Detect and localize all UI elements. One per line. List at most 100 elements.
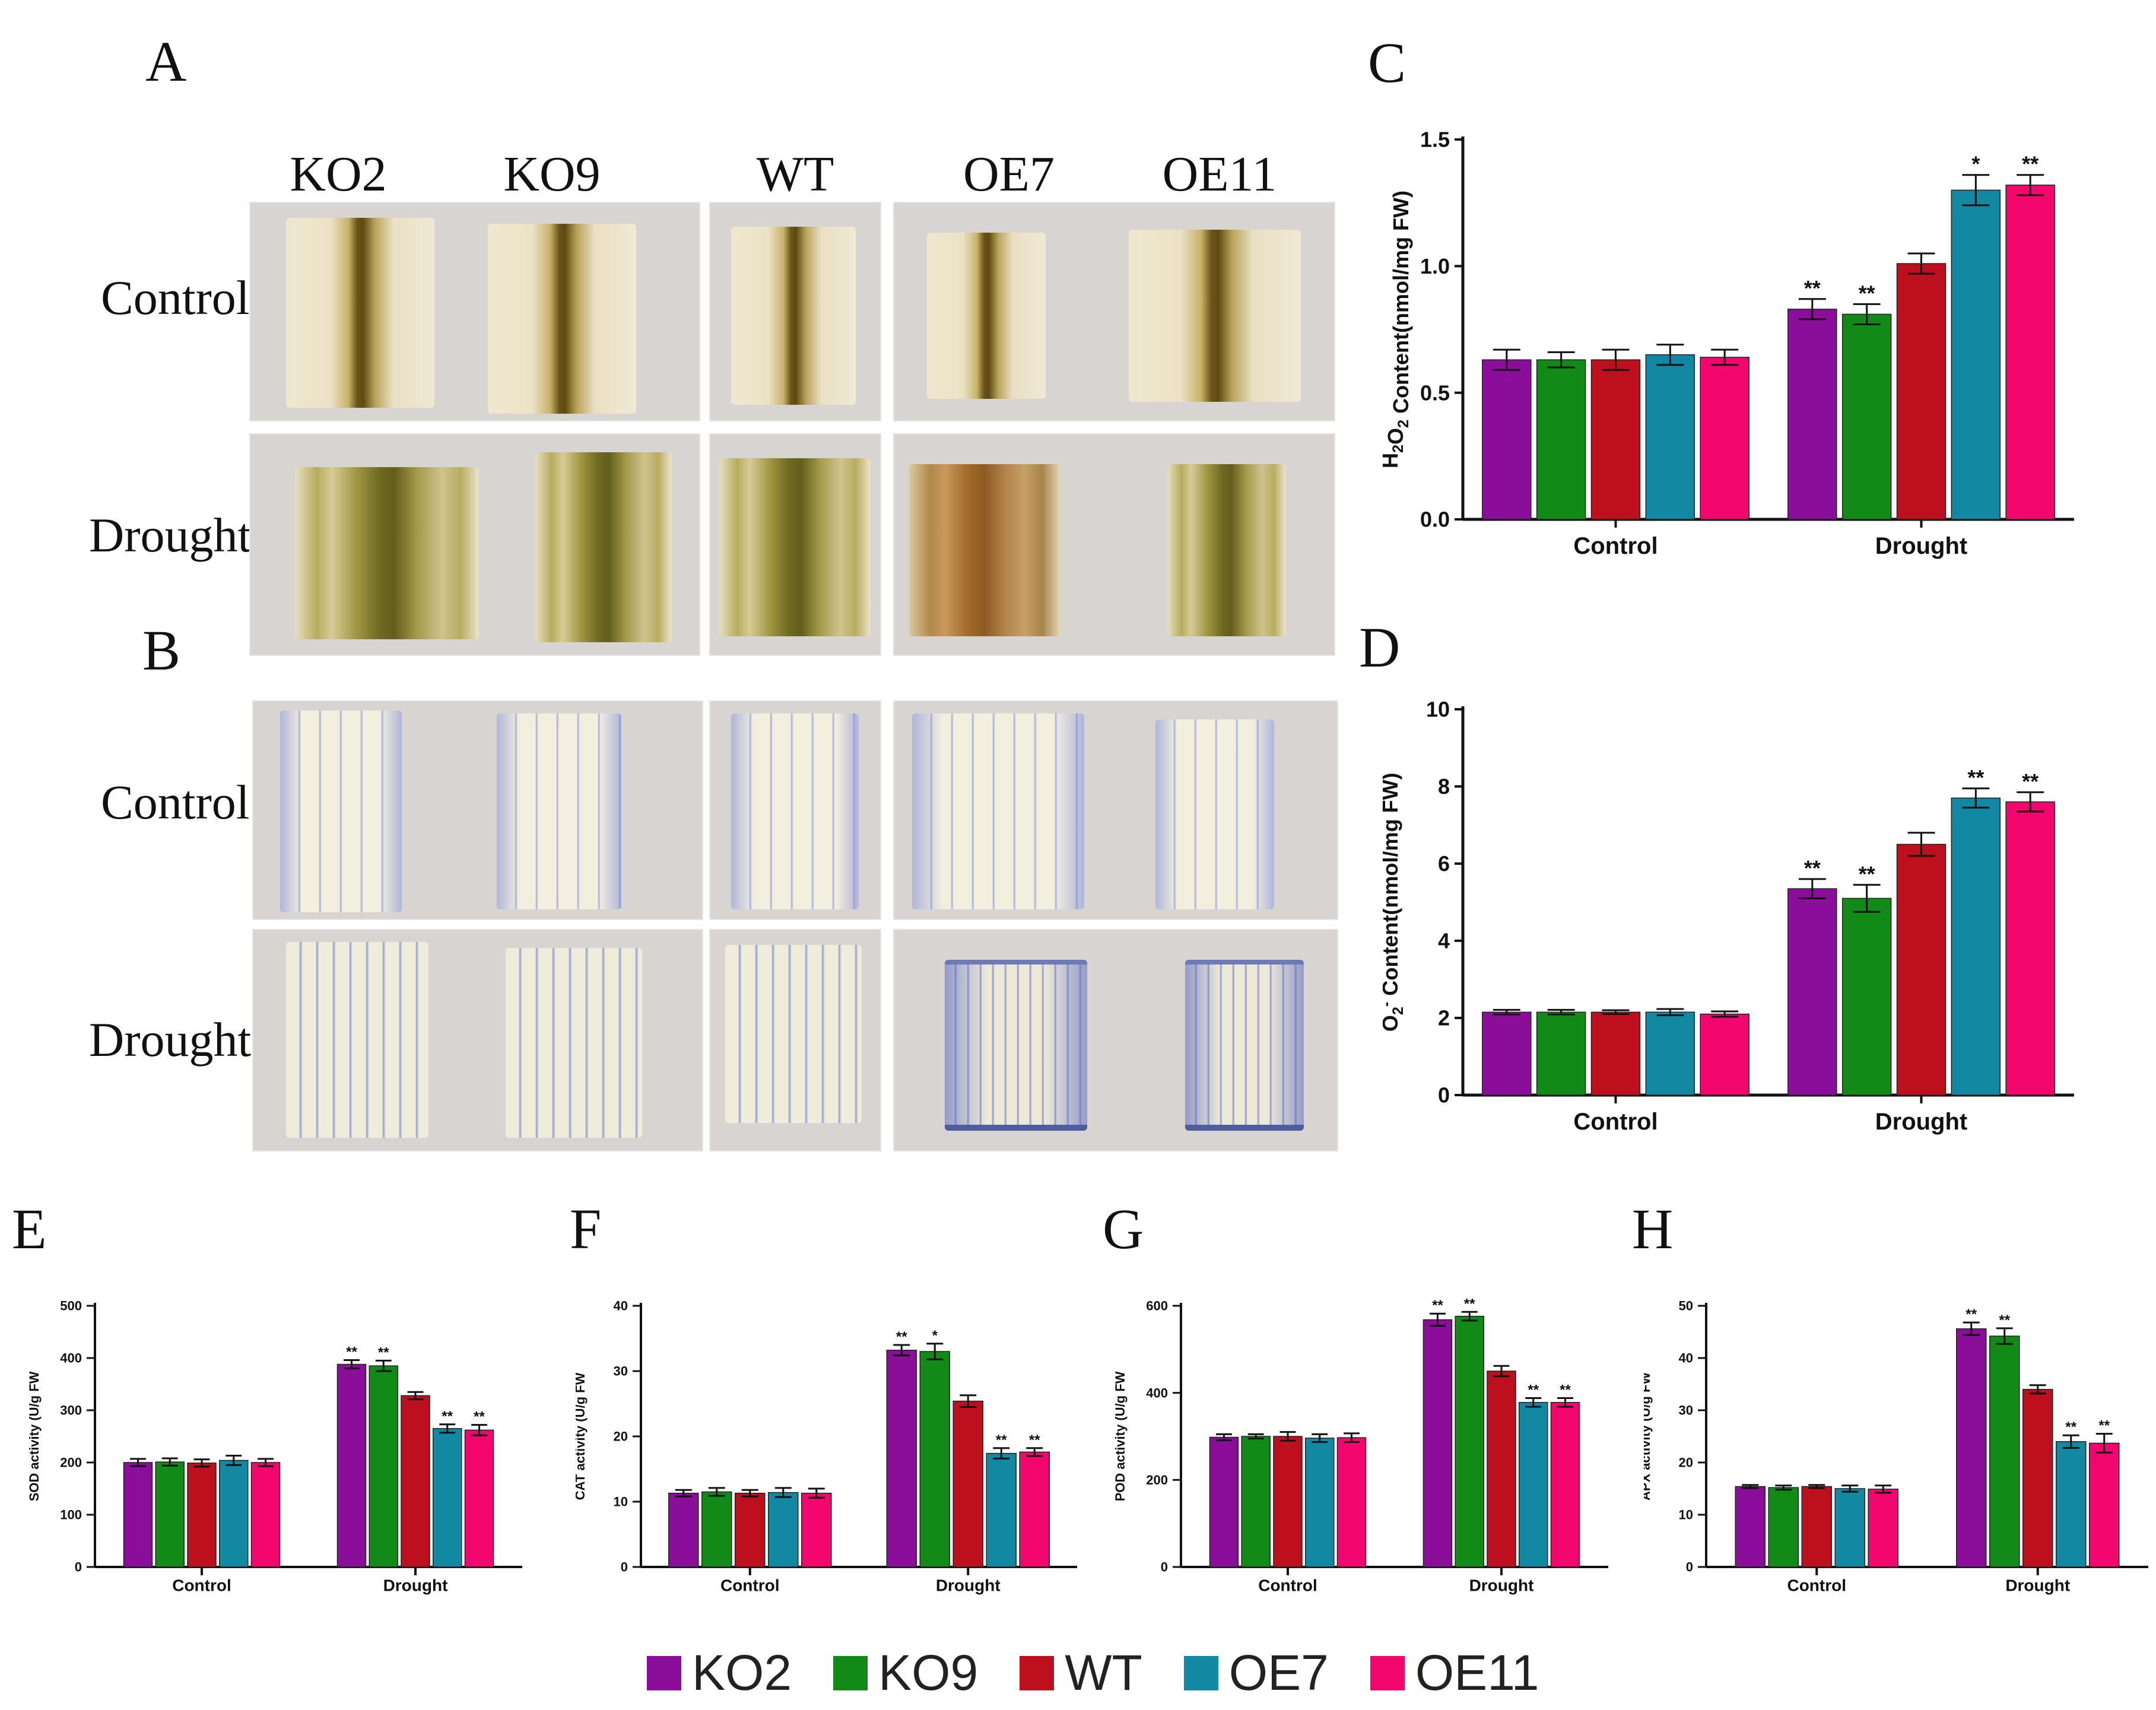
significance-mark: ** [2098,1418,2110,1434]
photo-a-control-oe [893,202,1335,421]
bar-oe7-control [219,1460,249,1568]
x-tick-label: Control [1258,1576,1317,1595]
y-tick-label: 0 [75,1560,82,1575]
panel-label-b: B [142,618,181,682]
significance-mark: ** [1432,1297,1443,1314]
bar-ko9-control [701,1491,732,1568]
y-tick-label: 400 [1146,1385,1168,1400]
bar-ko9-drought [1455,1315,1484,1568]
leaf-wt [731,227,856,405]
leaf-oe7 [927,233,1046,399]
bar-wt-control [735,1492,766,1568]
legend-swatch [647,1655,681,1690]
significance-mark: ** [1464,1296,1475,1312]
bar-ko9-control [1536,359,1586,520]
legend-swatch [1370,1655,1405,1690]
x-tick-label: Control [172,1576,231,1595]
significance-mark: ** [378,1344,389,1360]
y-axis-label: APX activity (U/g FW [1644,1372,1653,1501]
y-tick-label: 20 [1679,1455,1693,1470]
y-tick-label: 1.0 [1420,254,1450,278]
legend-item-ko2: KO2 [647,1644,792,1702]
panel-label-h: H [1632,1197,1674,1261]
y-tick-label: 4 [1438,929,1450,953]
bar-oe11-control [801,1492,832,1568]
bar-wt-control [1273,1436,1303,1568]
panel-label-e: E [12,1197,47,1261]
bar-ko2-control [1735,1486,1766,1568]
leaf-oe7-nbt [912,713,1084,909]
leaf-ko9-nbt-drought [506,948,642,1138]
significance-mark: ** [1528,1382,1539,1398]
y-tick-label: 20 [614,1429,628,1444]
significance-mark: ** [1859,281,1875,305]
row-label-b-drought: Drought [89,1013,252,1067]
column-label-ko2: KO2 [290,147,387,202]
y-axis-label: CAT activity (U/g FW [576,1372,588,1500]
photo-b-control-ko [252,700,703,920]
y-tick-label: 300 [60,1403,82,1418]
bar-oe7-drought [1951,797,2001,1096]
legend-swatch [833,1655,868,1690]
significance-mark: ** [1804,276,1821,300]
y-tick-label: 0.0 [1420,507,1450,532]
panel-label-f: F [570,1197,602,1261]
bar-wt-drought [2022,1389,2053,1568]
y-axis-label-part: Content(nmol/mg FW) [1389,191,1413,420]
y-axis-label-part: 2 [1390,1007,1406,1015]
y-tick-label: 400 [60,1351,82,1366]
x-tick-label: Drought [1469,1576,1534,1595]
y-axis-label: SOD activity (U/g FW [27,1371,42,1501]
y-tick-label: 30 [1679,1403,1693,1418]
bar-oe7-control [1645,1011,1695,1096]
bar-oe7-control [768,1492,799,1568]
bar-ko2-control [1482,359,1532,520]
photo-a-control-wt [709,202,881,421]
x-tick-label: Drought [1875,1109,1968,1135]
significance-mark: ** [1029,1432,1040,1448]
bar-ko9-control [1536,1011,1586,1096]
photo-b-control-oe [893,700,1338,920]
y-tick-label: 1.5 [1420,128,1450,152]
leaf-ko9 [488,224,636,414]
y-tick-label: 40 [1679,1351,1693,1366]
legend-item-ko9: KO9 [833,1644,978,1702]
bar-oe7-control [1834,1488,1865,1568]
bar-ko2-control [123,1462,153,1568]
legend-label: KO2 [692,1645,792,1701]
legend-label: WT [1065,1645,1142,1701]
significance-mark: ** [2065,1419,2076,1435]
y-axis-label-part: H [1383,453,1402,468]
y-tick-label: 10 [1426,697,1450,722]
legend-swatch [1183,1655,1218,1690]
y-tick-label: 0 [1438,1083,1450,1108]
bar-ko9-control [1768,1487,1799,1568]
bar-oe7-drought [1519,1402,1548,1568]
significance-mark: ** [474,1409,485,1425]
y-tick-label: 600 [1146,1299,1168,1314]
leaf-wt-nbt [731,713,859,909]
photo-b-drought-wt [709,929,881,1151]
bar-oe7-drought [1951,189,2001,520]
significance-mark: ** [1560,1382,1571,1398]
bar-oe11-control [1336,1437,1367,1568]
y-tick-label: 200 [1146,1473,1168,1487]
bar-wt-control [1590,1011,1641,1096]
panel-label-g: G [1103,1197,1144,1261]
chart-apx-activity: 0 10 20 30 40 50 APX activity (U/g FW Control Dr… [1644,1299,2148,1595]
significance-mark: * [1971,152,1980,176]
leaf-ko2-nbt-drought [286,942,428,1138]
y-tick-label: 0 [1161,1560,1168,1575]
bar-oe11-control [1868,1489,1898,1568]
bar-wt-drought [952,1400,983,1568]
bar-ko2-control [1209,1436,1239,1568]
x-tick-label: Drought [383,1576,448,1595]
bar-oe11-drought [2005,801,2055,1096]
bar-wt-control [1590,359,1641,520]
significance-mark: ** [2022,769,2038,794]
y-tick-label: 6 [1438,852,1450,876]
bar-wt-control [187,1462,217,1568]
bar-ko2-control [1482,1011,1532,1096]
significance-mark: ** [1859,862,1875,886]
chart-superoxide-content: 0246810O2- Content(nmol/mg FW)ControlDro… [1383,697,2074,1135]
